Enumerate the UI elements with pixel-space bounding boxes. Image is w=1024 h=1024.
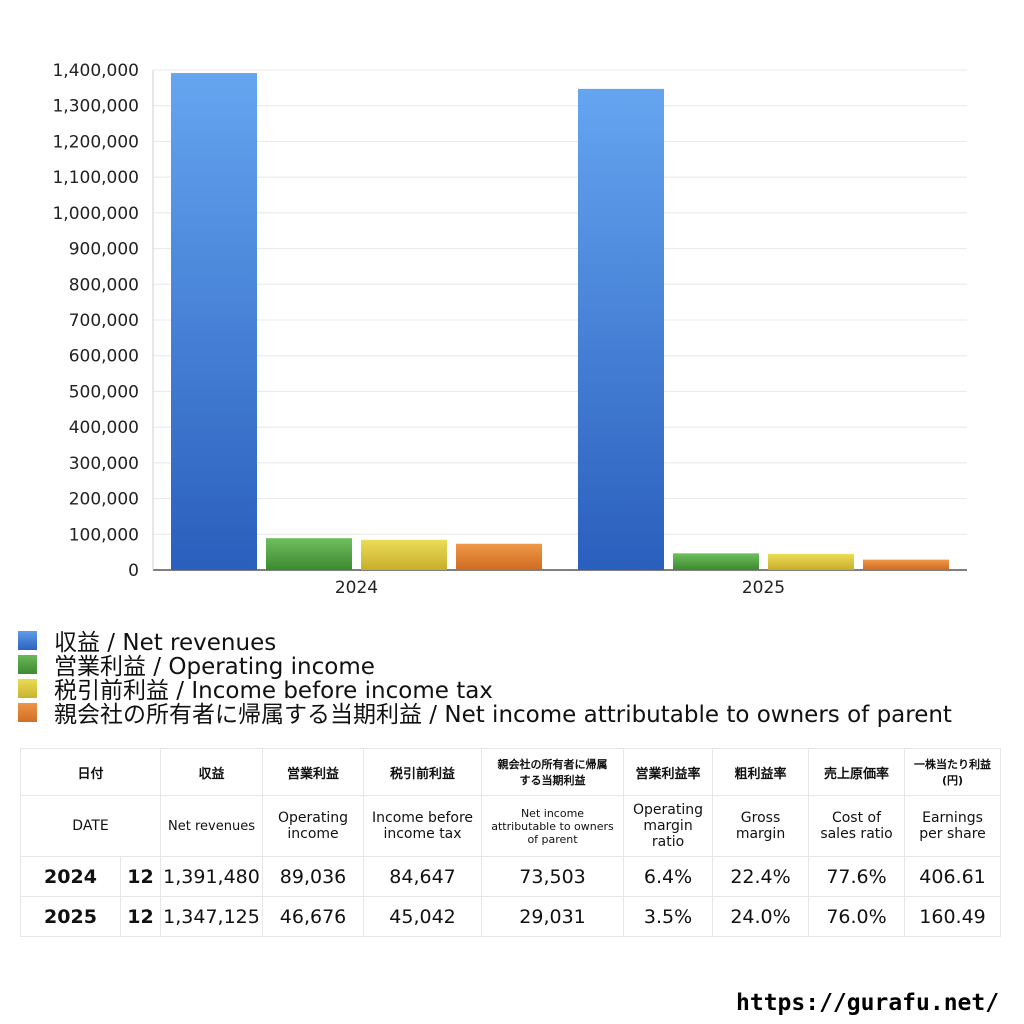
grid-lines [152,69,967,571]
cell-gross-margin: 22.4% [712,856,810,897]
table-header-english: DATE Net revenues Operating income Incom… [19,795,1002,857]
y-tick-label: 1,300,000 [52,97,139,117]
bars [171,73,949,571]
header-revenues-jp: 収益 [160,748,264,796]
y-tick-label: 1,400,000 [52,61,139,81]
y-tick-label: 200,000 [69,490,139,510]
header-cost-ratio-jp: 売上原価率 [808,748,906,796]
legend-label: 親会社の所有者に帰属する当期利益 / Net income attributab… [54,702,952,728]
bar-2024-series-1 [266,538,352,570]
legend-item-net-income: 親会社の所有者に帰属する当期利益 / Net income attributab… [18,700,952,728]
y-tick-label: 700,000 [69,311,139,331]
header-net-income-en: Net income attributable to owners of par… [481,795,625,857]
y-tick-label: 900,000 [69,240,139,260]
header-cost-ratio-en: Cost of sales ratio [808,795,906,857]
y-tick-label: 600,000 [69,347,139,367]
y-tick-label: 800,000 [69,275,139,295]
legend-label: 税引前利益 / Income before income tax [54,678,493,704]
y-tick-label: 1,000,000 [52,204,139,224]
table-header-japanese: 日付 収益 営業利益 税引前利益 親会社の所有者に帰属する当期利益 営業利益率 … [19,748,1002,796]
cell-eps: 406.61 [904,856,1002,897]
bar-2024-series-3 [456,543,542,570]
header-operating-margin-en: Operating margin ratio [623,795,714,857]
header-net-income-jp: 親会社の所有者に帰属する当期利益 [481,748,625,796]
legend-swatch [18,702,37,722]
cell-year: 2025 [20,896,121,937]
cell-month: 12 [119,896,162,937]
y-tick-label: 0 [128,561,139,581]
footer-url[interactable]: https://gurafu.net/ [736,990,1000,1016]
bar-2025-series-2 [768,553,854,570]
cell-revenues: 1,391,480 [160,856,264,897]
financial-table: 日付 収益 営業利益 税引前利益 親会社の所有者に帰属する当期利益 営業利益率 … [19,748,1002,937]
y-tick-label: 500,000 [69,382,139,402]
header-operating-margin-jp: 営業利益率 [623,748,714,796]
header-revenues-en: Net revenues [160,795,264,857]
bar-2025-series-3 [863,559,949,570]
cell-month: 12 [119,856,162,897]
header-eps-jp: 一株当たり利益(円) [904,748,1002,796]
legend-label: 営業利益 / Operating income [54,654,375,680]
cell-eps: 160.49 [904,896,1002,937]
legend-item-income-before-tax: 税引前利益 / Income before income tax [18,676,952,704]
cell-cost-ratio: 77.6% [808,856,906,897]
cell-net-income: 73,503 [481,856,625,897]
bar-2024-series-2 [361,539,447,570]
x-tick-label: 2024 [335,578,378,598]
y-tick-label: 300,000 [69,454,139,474]
header-operating-income-en: Operating income [262,795,365,857]
legend-swatch [18,654,37,674]
y-tick-label: 1,100,000 [52,168,139,188]
bar-2025-series-0 [578,88,664,571]
legend: 収益 / Net revenues 営業利益 / Operating incom… [18,628,952,728]
cell-operating-income: 89,036 [262,856,365,897]
legend-label: 収益 / Net revenues [54,630,277,656]
cell-gross-margin: 24.0% [712,896,810,937]
y-tick-label: 1,200,000 [52,132,139,152]
header-date-en: DATE [19,795,162,857]
legend-item-operating-income: 営業利益 / Operating income [18,652,952,680]
header-eps-en: Earnings per share [904,795,1002,857]
header-income-before-tax-en: Income before income tax [363,795,483,857]
table-row: 2025 12 1,347,125 46,676 45,042 29,031 3… [20,896,1002,937]
legend-swatch [18,630,37,650]
legend-item-net-revenues: 収益 / Net revenues [18,628,952,656]
bar-2024-series-0 [171,73,257,571]
cell-year: 2024 [20,856,121,897]
bar-2025-series-1 [673,553,759,570]
cell-operating-margin: 6.4% [623,856,714,897]
header-date-jp: 日付 [19,748,162,796]
cell-operating-margin: 3.5% [623,896,714,937]
header-operating-income-jp: 営業利益 [262,748,365,796]
cell-operating-income: 46,676 [262,896,365,937]
x-axis: 2024 2025 [335,578,785,598]
header-income-before-tax-jp: 税引前利益 [363,748,483,796]
y-tick-label: 100,000 [69,525,139,545]
cell-income-before-tax: 84,647 [363,856,483,897]
y-axis-tick-labels: 0 100,000 200,000 300,000 400,000 500,000 600,… [52,61,139,581]
y-tick-label: 400,000 [69,418,139,438]
cell-income-before-tax: 45,042 [363,896,483,937]
cell-cost-ratio: 76.0% [808,896,906,937]
header-gross-margin-en: Gross margin [712,795,810,857]
cell-net-income: 29,031 [481,896,625,937]
bar-chart: 0 100,000 200,000 300,000 400,000 500,000 600,… [52,61,967,598]
table-row: 2024 12 1,391,480 89,036 84,647 73,503 6… [20,856,1002,897]
header-gross-margin-jp: 粗利益率 [712,748,810,796]
legend-swatch [18,678,37,698]
cell-revenues: 1,347,125 [160,896,264,937]
x-tick-label: 2025 [742,578,785,598]
